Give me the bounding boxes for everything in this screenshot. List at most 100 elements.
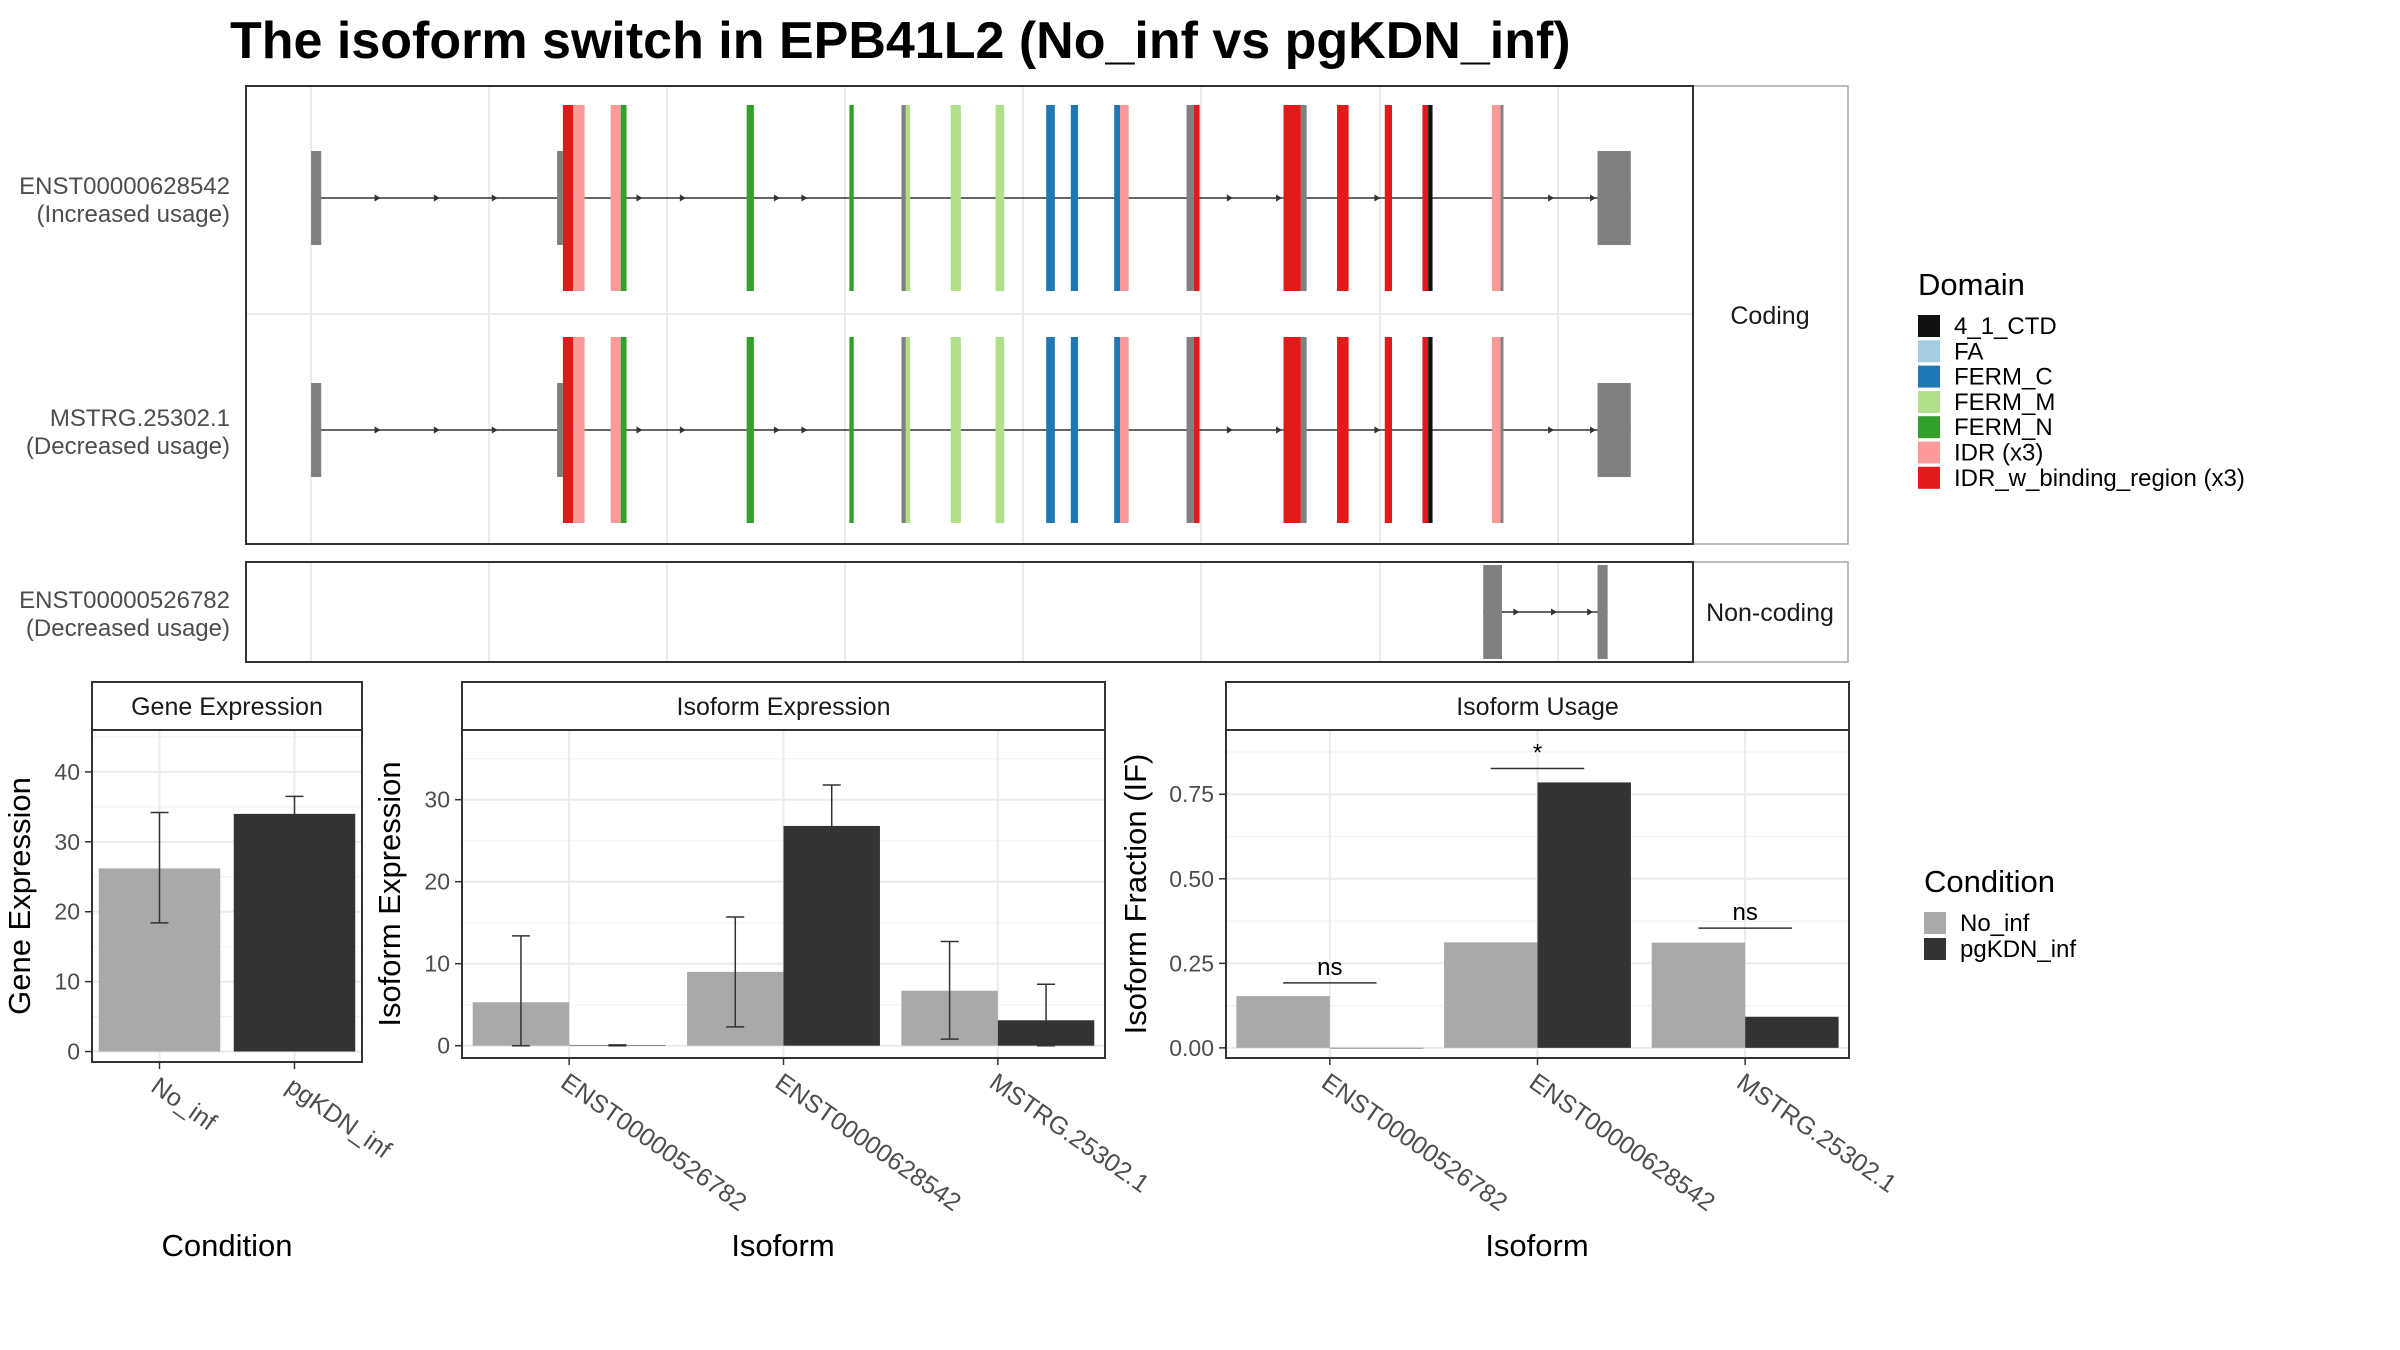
exon-segment bbox=[620, 337, 627, 523]
condition-legend-label: No_inf bbox=[1960, 910, 2030, 937]
exon-segment bbox=[1193, 105, 1200, 291]
exon-segment bbox=[905, 105, 911, 291]
exon-segment bbox=[1046, 337, 1055, 523]
domain-legend-swatch bbox=[1918, 416, 1940, 439]
intron-direction-arrow bbox=[1590, 426, 1597, 434]
exon-segment bbox=[557, 383, 563, 477]
exon-segment bbox=[1500, 105, 1504, 291]
exon-segment bbox=[1300, 337, 1307, 523]
exon-segment bbox=[1070, 105, 1079, 291]
exon-segment bbox=[1114, 337, 1120, 523]
intron-direction-arrow bbox=[1226, 194, 1233, 202]
exon-segment bbox=[1384, 105, 1393, 291]
domain-legend-label: IDR (x3) bbox=[1954, 440, 2043, 467]
intron-direction-arrow bbox=[1226, 426, 1233, 434]
exon-segment bbox=[1114, 105, 1120, 291]
exon-segment bbox=[1283, 337, 1301, 523]
x-tick-label: pgKDN_inf bbox=[281, 1072, 396, 1164]
exon-segment bbox=[1300, 105, 1307, 291]
exon-segment bbox=[1597, 565, 1608, 659]
exon-segment bbox=[311, 151, 322, 245]
y-tick-label: 0 bbox=[437, 1033, 450, 1059]
intron-direction-arrow bbox=[636, 194, 643, 202]
x-tick-label: MSTRG.25302.1 bbox=[1732, 1068, 1902, 1199]
y-tick-label: 10 bbox=[424, 951, 450, 977]
exon-segment bbox=[1193, 337, 1200, 523]
x-axis-title: Isoform bbox=[731, 1228, 834, 1263]
intron-direction-arrow bbox=[374, 426, 381, 434]
domain-legend-swatch bbox=[1918, 365, 1940, 388]
intron-direction-arrow bbox=[1550, 608, 1557, 616]
bar-pgkdn-inf bbox=[1745, 1016, 1839, 1048]
y-tick-label: 30 bbox=[424, 787, 450, 813]
x-tick-label: ENST00000526782 bbox=[1316, 1068, 1512, 1217]
noncoding-strip bbox=[1692, 561, 1849, 663]
y-tick-label: 0.75 bbox=[1169, 781, 1214, 807]
exon-segment bbox=[573, 105, 585, 291]
exon-segment bbox=[746, 337, 754, 523]
noncoding-structure-background bbox=[246, 562, 1693, 662]
exon-segment bbox=[1186, 337, 1194, 523]
bar-pgkdn-inf bbox=[233, 813, 356, 1052]
exon-segment bbox=[1428, 337, 1433, 523]
exon-segment bbox=[1119, 337, 1129, 523]
exon-segment bbox=[995, 337, 1005, 523]
exon-segment bbox=[1186, 105, 1194, 291]
transcript-label: MSTRG.25302.1 (Decreased usage) bbox=[26, 405, 230, 460]
exon-segment bbox=[1491, 337, 1501, 523]
exon-segment bbox=[1046, 105, 1055, 291]
coding-strip-label: Coding bbox=[1730, 302, 1809, 330]
transcript-label: ENST00000526782 (Decreased usage) bbox=[19, 587, 230, 642]
y-tick-label: 20 bbox=[424, 869, 450, 895]
domain-legend-label: IDR_w_binding_region (x3) bbox=[1954, 465, 2245, 492]
noncoding-structure-border bbox=[245, 561, 1694, 663]
exon-segment bbox=[849, 105, 854, 291]
intron-direction-arrow bbox=[773, 426, 780, 434]
intron-direction-arrow bbox=[1374, 426, 1381, 434]
intron-direction-arrow bbox=[1374, 194, 1381, 202]
transcript-id: ENST00000628542 bbox=[19, 173, 230, 200]
domain-legend-label: FA bbox=[1954, 338, 1983, 365]
intron-direction-arrow bbox=[801, 194, 808, 202]
exon-segment bbox=[1384, 337, 1393, 523]
intron-direction-arrow bbox=[1548, 426, 1555, 434]
domain-legend-label: 4_1_CTD bbox=[1954, 313, 2057, 340]
domain-legend-swatch bbox=[1918, 340, 1940, 363]
intron-direction-arrow bbox=[679, 426, 686, 434]
bar-no-inf bbox=[1236, 996, 1330, 1048]
transcript-usage: (Increased usage) bbox=[37, 201, 230, 228]
exon-segment bbox=[1337, 105, 1349, 291]
coding-strip bbox=[1692, 85, 1849, 545]
intron-direction-arrow bbox=[801, 426, 808, 434]
domain-legend-label: FERM_C bbox=[1954, 364, 2053, 391]
exon-segment bbox=[746, 105, 754, 291]
bar-no-inf bbox=[1444, 942, 1538, 1048]
intron-direction-arrow bbox=[433, 194, 440, 202]
intron-direction-arrow bbox=[1276, 426, 1283, 434]
facet-strip bbox=[461, 681, 1106, 731]
facet-strip bbox=[91, 681, 363, 731]
exon-segment bbox=[620, 105, 627, 291]
y-tick-label: 0.25 bbox=[1169, 950, 1214, 976]
y-tick-label: 30 bbox=[54, 829, 80, 855]
intron-direction-arrow bbox=[1276, 194, 1283, 202]
exon-segment bbox=[573, 337, 585, 523]
exon-segment bbox=[311, 383, 322, 477]
y-axis-title: Isoform Fraction (IF) bbox=[1118, 754, 1153, 1035]
exon-segment bbox=[950, 105, 961, 291]
intron-direction-arrow bbox=[433, 426, 440, 434]
exon-segment bbox=[610, 337, 621, 523]
facet-strip bbox=[1225, 681, 1850, 731]
y-tick-label: 0.50 bbox=[1169, 866, 1214, 892]
intron-direction-arrow bbox=[679, 194, 686, 202]
domain-legend-swatch bbox=[1918, 466, 1940, 489]
exon-segment bbox=[557, 151, 563, 245]
y-tick-label: 40 bbox=[54, 759, 80, 785]
intron-direction-arrow bbox=[1548, 194, 1555, 202]
intron-direction-arrow bbox=[1587, 608, 1594, 616]
exon-segment bbox=[1422, 105, 1429, 291]
bar-pgkdn-inf bbox=[1329, 1047, 1424, 1049]
condition-legend-label: pgKDN_inf bbox=[1960, 936, 2076, 963]
exon-segment bbox=[1500, 337, 1504, 523]
domain-legend-label: FERM_N bbox=[1954, 414, 2053, 441]
